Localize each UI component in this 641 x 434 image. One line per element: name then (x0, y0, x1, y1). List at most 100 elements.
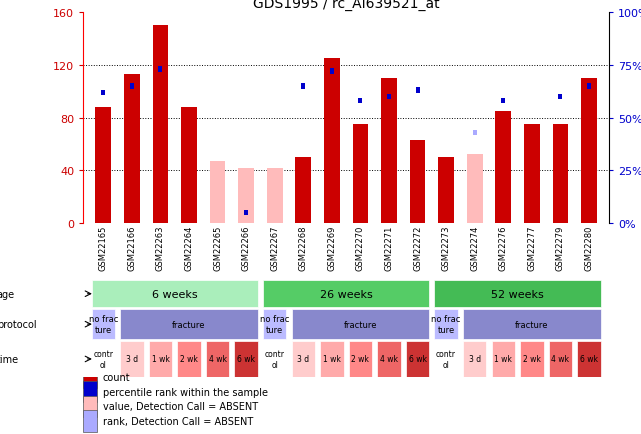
Bar (587, 84, 591, 89)
Title: GDS1995 / rc_AI639521_at: GDS1995 / rc_AI639521_at (253, 0, 440, 10)
Text: GSM22271: GSM22271 (385, 225, 394, 270)
Text: 3 d: 3 d (297, 355, 310, 364)
Bar (263, 281, 429, 307)
Bar (92, 342, 115, 377)
Bar (492, 342, 515, 377)
Bar (206, 342, 229, 377)
Bar (435, 309, 458, 340)
Bar (301, 84, 305, 89)
Bar (463, 342, 487, 377)
Text: GSM22165: GSM22165 (99, 225, 108, 270)
Text: fracture: fracture (172, 320, 206, 329)
Bar (96, 108, 111, 224)
Text: GSM22268: GSM22268 (299, 225, 308, 270)
Bar (520, 342, 544, 377)
Text: 4 wk: 4 wk (380, 355, 398, 364)
Text: no frac
ture: no frac ture (431, 315, 461, 334)
Text: 1 wk: 1 wk (323, 355, 341, 364)
Bar (130, 84, 134, 89)
Text: 3 d: 3 d (126, 355, 138, 364)
Bar (83, 381, 97, 402)
Text: time: time (0, 354, 19, 364)
Bar (581, 79, 597, 224)
Text: count: count (103, 372, 130, 382)
Text: 52 weeks: 52 weeks (491, 289, 544, 299)
Bar (578, 342, 601, 377)
Bar (92, 281, 258, 307)
Text: fracture: fracture (344, 320, 377, 329)
Text: 4 wk: 4 wk (208, 355, 226, 364)
Text: 6 wk: 6 wk (237, 355, 255, 364)
Bar (406, 342, 429, 377)
Bar (467, 155, 483, 224)
Bar (438, 158, 454, 224)
Bar (558, 95, 562, 100)
Bar (263, 309, 287, 340)
Text: 6 wk: 6 wk (408, 355, 426, 364)
Text: percentile rank within the sample: percentile rank within the sample (103, 387, 267, 397)
Text: GSM22280: GSM22280 (585, 225, 594, 270)
Text: GSM22272: GSM22272 (413, 225, 422, 270)
Bar (495, 112, 511, 224)
Bar (549, 342, 572, 377)
Bar (296, 158, 311, 224)
Bar (178, 342, 201, 377)
Text: 2 wk: 2 wk (351, 355, 369, 364)
Text: 6 wk: 6 wk (580, 355, 598, 364)
Bar (235, 342, 258, 377)
Bar (124, 75, 140, 224)
Text: GSM22267: GSM22267 (271, 225, 279, 270)
Bar (553, 125, 568, 224)
Bar (387, 95, 391, 100)
Bar (463, 309, 601, 340)
Text: 1 wk: 1 wk (494, 355, 512, 364)
Bar (292, 342, 315, 377)
Text: protocol: protocol (0, 319, 37, 329)
Text: value, Detection Call = ABSENT: value, Detection Call = ABSENT (103, 401, 258, 411)
Text: no frac
ture: no frac ture (260, 315, 290, 334)
Text: 3 d: 3 d (469, 355, 481, 364)
Text: GSM22266: GSM22266 (242, 225, 251, 270)
Bar (101, 90, 105, 95)
Text: GSM22270: GSM22270 (356, 225, 365, 270)
Text: GSM22273: GSM22273 (442, 225, 451, 270)
Text: GSM22277: GSM22277 (528, 225, 537, 270)
Text: age: age (0, 289, 15, 299)
Bar (83, 410, 97, 432)
Bar (320, 342, 344, 377)
Bar (435, 342, 458, 377)
Text: GSM22265: GSM22265 (213, 225, 222, 270)
Bar (244, 210, 248, 216)
Bar (210, 162, 226, 224)
Bar (378, 342, 401, 377)
Bar (353, 125, 369, 224)
Bar (358, 99, 362, 104)
Bar (120, 309, 258, 340)
Text: 26 weeks: 26 weeks (320, 289, 372, 299)
Text: 4 wk: 4 wk (551, 355, 569, 364)
Text: 2 wk: 2 wk (180, 355, 198, 364)
Text: contr
ol: contr ol (94, 349, 113, 369)
Bar (415, 88, 419, 94)
Text: rank, Detection Call = ABSENT: rank, Detection Call = ABSENT (103, 416, 253, 426)
Text: GSM22166: GSM22166 (128, 225, 137, 270)
Bar (120, 342, 144, 377)
Bar (181, 108, 197, 224)
Text: 6 weeks: 6 weeks (152, 289, 197, 299)
Text: no frac
ture: no frac ture (88, 315, 118, 334)
Text: GSM22263: GSM22263 (156, 225, 165, 270)
Bar (381, 79, 397, 224)
Bar (158, 67, 162, 72)
Bar (330, 69, 334, 75)
Text: GSM22264: GSM22264 (185, 225, 194, 270)
Text: GSM22276: GSM22276 (499, 225, 508, 270)
Bar (435, 281, 601, 307)
Text: 2 wk: 2 wk (523, 355, 541, 364)
Bar (238, 168, 254, 224)
Text: contr
ol: contr ol (265, 349, 285, 369)
Text: GSM22274: GSM22274 (470, 225, 479, 270)
Bar (524, 125, 540, 224)
Bar (267, 168, 283, 224)
Bar (349, 342, 372, 377)
Bar (153, 26, 169, 224)
